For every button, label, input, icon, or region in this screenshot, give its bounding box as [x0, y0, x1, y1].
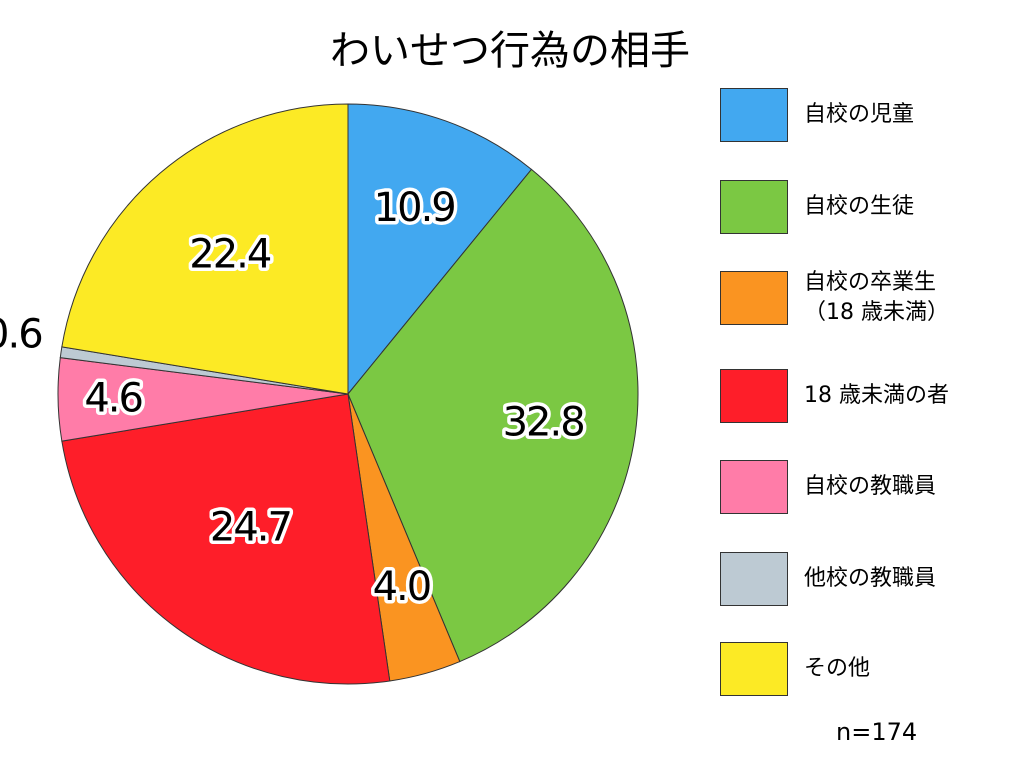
- data-label-slice-2: 32.8: [503, 399, 584, 445]
- pie-slice-2: [347, 168, 639, 663]
- legend-swatch: [720, 552, 788, 606]
- data-label-slice-3: 4.0: [373, 564, 431, 610]
- legend-label: 18 歳未満の者: [804, 383, 949, 409]
- legend-label: 他校の教職員: [804, 566, 937, 592]
- legend-item-7: その他: [720, 642, 1020, 702]
- pie-slice-4: [61, 393, 391, 685]
- data-label-slice-4: 24.7: [210, 504, 291, 550]
- legend-swatch: [720, 271, 788, 325]
- legend-swatch: [720, 642, 788, 696]
- legend-label: 自校の児童: [804, 102, 915, 128]
- legend-swatch: [720, 460, 788, 514]
- data-label-slice-1: 10.9: [374, 185, 455, 231]
- legend-swatch: [720, 369, 788, 423]
- legend-item-5: 自校の教職員: [720, 460, 1020, 520]
- data-label-slice-6: 0.6: [0, 311, 42, 357]
- legend-item-1: 自校の児童: [720, 88, 1020, 148]
- data-label-slice-5: 4.6: [84, 375, 142, 421]
- legend-item-4: 18 歳未満の者: [720, 369, 1020, 429]
- legend-item-2: 自校の生徒: [720, 180, 1020, 240]
- legend-label: その他: [804, 656, 871, 682]
- legend-item-6: 他校の教職員: [720, 552, 1020, 612]
- legend-item-3: 自校の卒業生 （18 歳未満）: [720, 270, 1020, 331]
- pie-slice-7: [61, 103, 349, 395]
- sample-size-note: n=174: [836, 718, 918, 746]
- legend-swatch: [720, 88, 788, 142]
- data-label-slice-7: 22.4: [189, 232, 271, 278]
- legend-swatch: [720, 180, 788, 234]
- pie-slice-1: [347, 103, 533, 396]
- legend-label: 自校の教職員: [804, 474, 937, 500]
- legend-label: 自校の生徒: [804, 194, 915, 220]
- legend-label: 自校の卒業生 （18 歳未満）: [804, 270, 949, 325]
